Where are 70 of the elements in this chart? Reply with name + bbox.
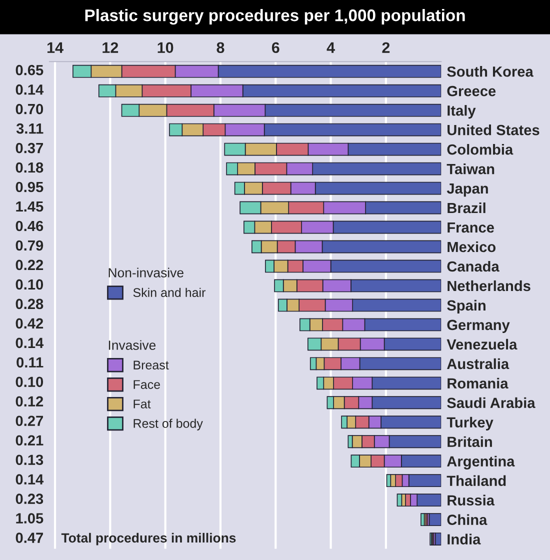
text: 1.45 [16, 202, 44, 212]
text: 0.21 [16, 435, 44, 446]
y-tick-label: France [448, 222, 494, 233]
chart-title: Plastic surgery procedures per 1,000 population [85, 8, 465, 25]
text: 0.47 [16, 532, 43, 543]
text: 0.28 [16, 298, 44, 310]
text: 0.23 [16, 494, 44, 504]
bar [420, 513, 425, 526]
y-tick-label: Colombia [447, 144, 514, 155]
y-tick-label: United States [448, 124, 540, 136]
bar [428, 513, 442, 526]
y-tick-label: Mexico [448, 241, 496, 252]
annotation: Total procedures in millions [61, 532, 236, 546]
x-tick-label: 12 [102, 42, 118, 53]
x-tick-label: 8 [216, 42, 224, 54]
text: 0.70 [16, 104, 44, 114]
y-tick-label: Britain [448, 436, 492, 448]
bar [396, 494, 402, 507]
y-tick-label: Russia [448, 494, 495, 506]
text: 0.12 [16, 396, 44, 407]
annotation: Invasive [108, 340, 156, 350]
y-tick-label: Greece [447, 86, 496, 96]
y-tick-label: Spain [447, 300, 486, 314]
x-tick-label: 14 [47, 42, 64, 53]
y-tick-label: Japan [446, 184, 488, 197]
y-tick-label: Germany [447, 320, 510, 333]
x-tick-label: 2 [382, 42, 390, 53]
text: 0.18 [16, 162, 44, 173]
text: 3.11 [16, 123, 44, 134]
legend-label: Rest of body [134, 418, 203, 430]
y-tick-label: Thailand [446, 475, 506, 486]
x-tick-label: 10 [158, 42, 174, 54]
y-tick-label: China [447, 514, 488, 525]
text: 0.10 [16, 279, 44, 290]
text: 0.65 [16, 64, 44, 76]
text: 0.37 [16, 142, 43, 154]
y-tick-label: South Korea [447, 66, 534, 77]
y-tick-label: Italy [448, 105, 476, 119]
y-tick-label: Brazil [448, 202, 486, 214]
annotation: Non-invasive [108, 268, 184, 278]
text: 0.22 [16, 260, 44, 270]
y-tick-label: Australia [447, 358, 510, 370]
text: 0.27 [16, 416, 43, 426]
text: 0.14 [16, 338, 44, 348]
y-tick-label: Turkey [446, 416, 494, 430]
text: 0.79 [16, 240, 44, 251]
legend-label: Face [134, 380, 160, 389]
legend-label: Skin and hair [133, 288, 206, 298]
legend-label: Breast [134, 360, 169, 370]
y-tick-label: Netherlands [448, 280, 530, 292]
bar [434, 532, 442, 546]
y-tick-label: Taiwan [446, 164, 494, 174]
text: 0.46 [16, 220, 44, 232]
y-tick-label: Saudi Arabia [447, 397, 536, 408]
y-tick-label: Venezuela [446, 338, 518, 350]
text: 0.14 [16, 474, 44, 485]
y-tick-label: Argentina [447, 456, 515, 470]
legend-label: Fat [134, 400, 151, 408]
text: 0.13 [16, 454, 44, 466]
text: 0.10 [16, 376, 44, 388]
x-tick-label: 4 [326, 42, 335, 53]
text: 0.14 [16, 84, 44, 95]
text: 0.95 [16, 182, 44, 192]
text: 0.11 [16, 357, 44, 368]
x-tick-label: 6 [272, 42, 280, 54]
text: 1.05 [16, 513, 44, 524]
y-tick-label: India [448, 534, 481, 544]
y-tick-label: Romania [448, 378, 508, 389]
y-tick-label: Canada [447, 260, 500, 272]
text: 0.42 [16, 318, 44, 329]
